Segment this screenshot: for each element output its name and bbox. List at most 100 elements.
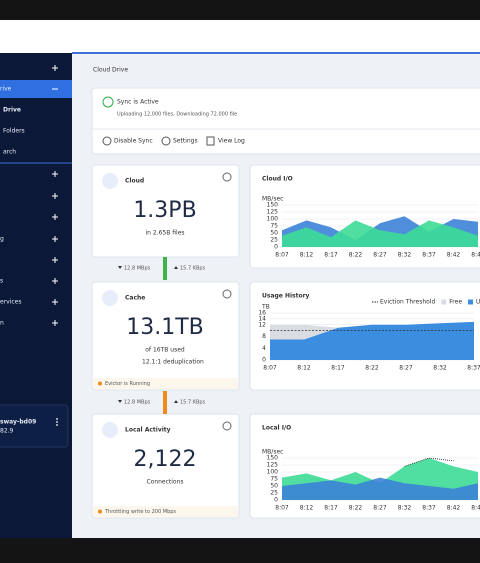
card-sub: in 2.65B files [145,230,184,237]
card-extra: 12.1:1 deduplication [142,359,204,366]
info-icon [222,421,232,431]
footer-text: Throttling write to 200 Mbps [104,509,176,515]
sub-item[interactable]: Drive [3,107,21,114]
x-tick-label: 8:32 [433,365,447,372]
line-series [404,457,454,467]
legend-swatch [441,299,447,305]
area-series [270,321,474,340]
y-tick-label: 8 [262,333,266,340]
x-tick-label: 8:27 [399,365,413,372]
x-tick-label: 8:17 [324,505,338,512]
x-tick-label: 8:47 [471,252,480,259]
action[interactable]: View Log [218,138,245,145]
card-sub: Connections [146,479,183,486]
device-detail: 82.9 [0,428,14,435]
link-bar [163,257,167,280]
y-axis-label: TB [261,304,270,311]
sidebar-bg [0,53,72,538]
nav-item[interactable]: n [0,320,4,327]
y-tick-label: 150 [267,202,279,209]
x-tick-label: 8:27 [373,252,387,259]
action[interactable]: Disable Sync [114,138,153,145]
card-title: Cache [125,295,145,302]
kebab[interactable] [56,418,58,420]
legend-label: Eviction Threshold [380,299,435,306]
x-tick-label: 8:27 [373,505,387,512]
x-tick-label: 8:47 [471,505,480,512]
action[interactable]: Settings [173,138,198,145]
nav-item[interactable]: s [0,278,3,285]
kebab[interactable] [56,421,58,423]
card-title: Local Activity [125,427,171,434]
sub-item[interactable]: Folders [3,128,25,135]
sub-item[interactable]: arch [3,149,16,156]
x-tick-label: 8:37 [467,365,480,372]
x-tick-label: 8:22 [349,505,363,512]
area-series [282,220,478,247]
up-rate: 15.7 KBps [180,400,206,406]
y-tick-label: 100 [267,469,279,476]
y-tick-label: 0 [274,244,278,251]
x-tick-label: 8:22 [365,365,379,372]
card-icon [102,173,118,189]
nav-item[interactable]: g [0,236,4,243]
stat-card [91,281,240,391]
card-value: 2,122 [134,447,197,472]
nav-item[interactable]: rive [0,86,12,93]
x-tick-label: 8:17 [324,252,338,259]
up-arrow [174,400,178,403]
status-dot [98,509,102,514]
top-accent [72,52,480,54]
sidebar: rive Drive Folders arch g s ervices n sw… [0,53,72,538]
y-tick-label: 100 [267,216,279,223]
icon [206,136,215,146]
info-icon [222,289,232,299]
card-footer [93,378,238,389]
y-tick-label: 125 [267,209,279,216]
y-tick-label: 125 [267,462,279,469]
kebab[interactable] [56,424,58,426]
top-bar [0,0,480,20]
device-box[interactable] [0,404,69,448]
header-strip [0,20,480,53]
info-icon [222,172,232,182]
down-rate: 12.8 MBps [124,400,151,406]
card-value: 13.1TB [126,315,204,340]
card-footer [93,506,238,517]
y-tick-label: 50 [270,230,278,237]
up-rate: 15.7 KBps [180,266,206,272]
legend-swatch [468,299,474,305]
bottom-bar [0,538,480,563]
x-tick-label: 8:17 [331,365,345,372]
y-axis-label: MB/sec [262,449,283,456]
nav-item[interactable]: ervices [0,299,22,306]
up-arrow [174,266,178,269]
x-tick-label: 8:32 [398,252,412,259]
y-tick-label: 50 [270,483,278,490]
x-tick-label: 8:07 [275,252,289,259]
y-tick-label: 0 [274,497,278,504]
legend-label: Used [476,299,480,306]
y-tick-label: 16 [258,310,266,317]
x-tick-label: 8:22 [349,252,363,259]
x-tick-label: 8:37 [422,505,436,512]
y-tick-label: 0 [262,357,266,364]
y-tick-label: 75 [270,476,278,483]
x-tick-label: 8:07 [263,365,277,372]
card-title: Cloud [125,178,144,185]
icon [161,136,171,146]
x-tick-label: 8:07 [275,505,289,512]
active-item[interactable] [0,80,72,98]
sync-detail: Uploading 12,000 files, Downloading 72,0… [117,112,237,118]
x-tick-label: 8:12 [300,252,314,259]
link-bar [163,391,167,414]
down-arrow [118,400,122,403]
card-sub: of 16TB used [145,347,185,354]
y-tick-label: 150 [267,455,279,462]
down-arrow [118,266,122,269]
chart-title: Usage History [262,293,310,300]
chart-title: Cloud I/O [262,176,293,183]
card-icon [102,422,118,438]
sync-card [91,87,480,155]
y-tick-label: 75 [270,223,278,230]
